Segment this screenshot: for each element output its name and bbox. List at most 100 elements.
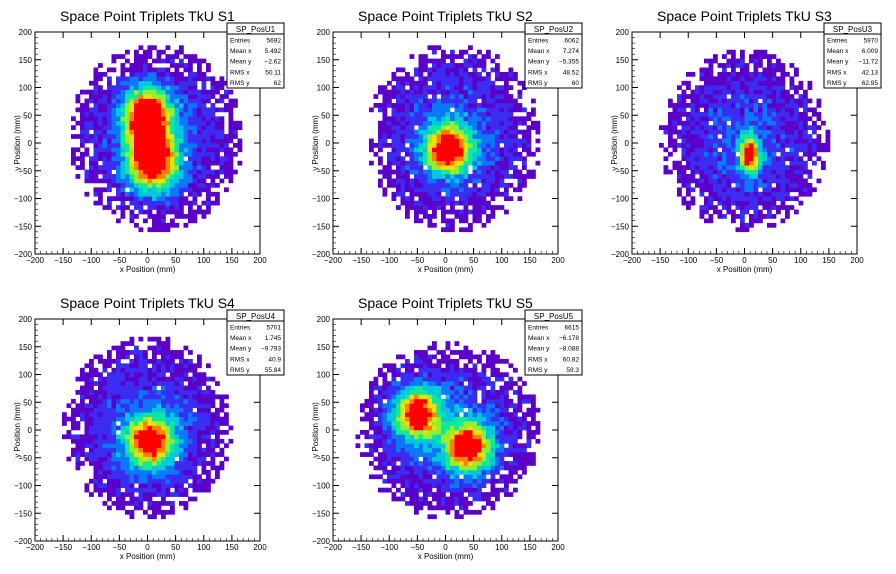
heatmap-cell <box>432 134 437 139</box>
heatmap-cell <box>726 125 732 130</box>
heatmap-cell <box>93 187 99 193</box>
heatmap-cell <box>98 474 103 480</box>
heatmap-cell <box>409 398 415 404</box>
heatmap-cell <box>391 111 397 117</box>
heatmap-cell <box>717 191 723 197</box>
heatmap-cell <box>708 165 714 170</box>
heatmap-cell <box>364 452 370 457</box>
heatmap-cell <box>677 98 682 104</box>
heatmap-cell <box>84 174 90 179</box>
heatmap-cell <box>513 125 518 130</box>
heatmap-cell <box>197 209 202 215</box>
heatmap-cell <box>373 407 379 413</box>
heatmap-cell <box>758 143 763 148</box>
heatmap-cell <box>504 160 509 166</box>
heatmap-cell <box>504 94 509 99</box>
heatmap-cell <box>98 85 103 91</box>
heatmap-cell <box>463 205 469 210</box>
heatmap-cell <box>120 143 126 148</box>
x-tick-label: 200 <box>253 543 267 552</box>
heatmap-cell <box>147 174 153 179</box>
heatmap-cell <box>522 178 527 184</box>
heatmap-cell <box>116 474 121 480</box>
heatmap-cell <box>391 407 397 413</box>
heatmap-cell <box>165 390 171 395</box>
heatmap-cell <box>197 111 202 117</box>
heatmap-cell <box>228 134 234 139</box>
heatmap-cell <box>463 187 469 193</box>
heatmap-cell <box>749 107 754 113</box>
heatmap-cell <box>762 67 768 73</box>
heatmap-cell <box>152 205 157 210</box>
heatmap-cell <box>201 98 207 104</box>
heatmap-cell <box>147 505 153 511</box>
heatmap-cell <box>152 345 157 351</box>
heatmap-cell <box>197 187 202 193</box>
heatmap-cell <box>704 147 709 153</box>
heatmap-cell <box>210 412 216 417</box>
heatmap-cell <box>409 390 415 395</box>
heatmap-cell <box>129 461 135 466</box>
heatmap-cell <box>409 107 415 113</box>
heatmap-cell <box>450 169 455 175</box>
heatmap-cell <box>62 416 67 422</box>
heatmap-cell <box>111 182 117 188</box>
heatmap-cell <box>423 138 428 144</box>
heatmap-cell <box>753 71 759 77</box>
heatmap-cell <box>219 80 225 86</box>
heatmap-cell <box>767 63 772 68</box>
heatmap-cell <box>152 447 157 453</box>
heatmap-cell <box>776 165 781 170</box>
heatmap-cell <box>116 125 121 130</box>
heatmap-cell <box>753 129 759 135</box>
heatmap-cell <box>111 390 117 395</box>
heatmap-cell <box>215 196 220 202</box>
heatmap-cell <box>206 143 211 148</box>
heatmap-cell <box>98 407 103 413</box>
heatmap-cell <box>98 147 103 153</box>
heatmap-cell <box>170 385 175 391</box>
heatmap-cell <box>228 116 234 122</box>
heatmap-cell <box>84 376 90 382</box>
heatmap-cell <box>490 174 496 179</box>
heatmap-cell <box>129 89 135 95</box>
heatmap-cell <box>704 178 709 184</box>
heatmap-cell <box>152 222 157 228</box>
heatmap-cell <box>219 416 225 422</box>
heatmap-cell <box>147 143 153 148</box>
heatmap-cell <box>789 116 795 122</box>
heatmap-cell <box>504 169 509 175</box>
heatmap-cell <box>161 160 166 166</box>
heatmap-cell <box>508 85 514 91</box>
heatmap-cell <box>481 147 487 153</box>
heatmap-cell <box>726 134 732 139</box>
heatmap-cell <box>102 147 108 153</box>
heatmap-cell <box>767 169 772 175</box>
heatmap-cell <box>116 134 121 139</box>
heatmap-cell <box>71 452 76 457</box>
heatmap-cell <box>75 147 81 153</box>
heatmap-cell <box>785 156 790 162</box>
heatmap-cell <box>111 376 117 382</box>
heatmap-cell <box>129 120 135 126</box>
heatmap-cell <box>165 54 171 59</box>
heatmap-cell <box>486 98 491 104</box>
heatmap-cell <box>382 407 388 413</box>
heatmap-cell <box>731 151 736 157</box>
heatmap-cell <box>744 120 750 126</box>
heatmap-cell <box>504 138 509 144</box>
heatmap-cell <box>405 483 410 489</box>
x-tick-label: −200 <box>26 543 45 552</box>
heatmap-cell <box>107 89 112 95</box>
heatmap-cell <box>129 421 135 426</box>
heatmap-cell <box>111 465 117 471</box>
heatmap-cell <box>179 103 184 108</box>
heatmap-cell <box>414 160 419 166</box>
heatmap-cell <box>156 67 162 73</box>
heatmap-cell <box>215 80 220 86</box>
heatmap-cell <box>215 425 220 431</box>
heatmap-cell <box>369 474 374 480</box>
heatmap-cell <box>170 156 175 162</box>
heatmap-cell <box>192 125 198 130</box>
heatmap-cell <box>695 178 700 184</box>
